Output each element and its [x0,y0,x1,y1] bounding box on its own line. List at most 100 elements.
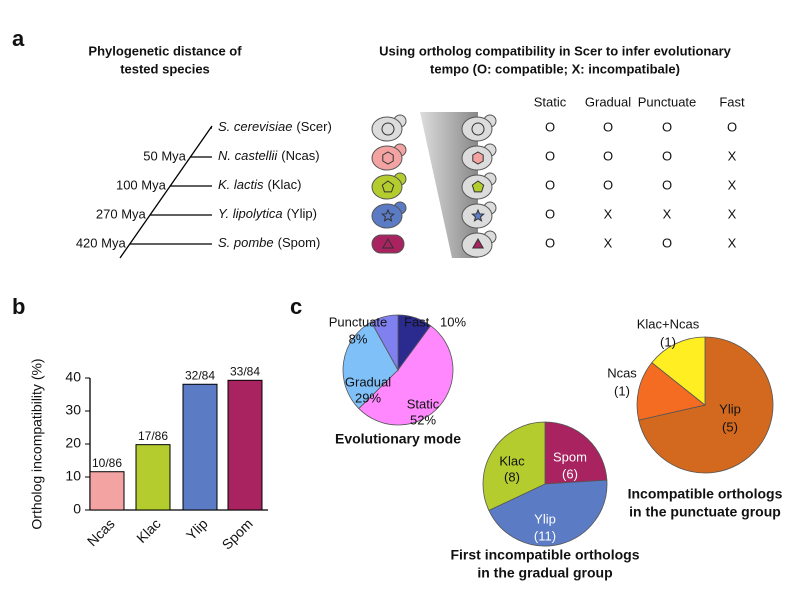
bar [135,444,171,511]
slice-category-label: Static [407,396,440,411]
bar-value-label: 33/84 [230,364,260,378]
chart-title: in the punctuate group [629,504,781,520]
organelle-icon [471,208,485,222]
species-label: K. lactis (Klac) [218,177,301,192]
y-tick-label: 10 [65,468,81,484]
slice-value-label: (8) [504,469,520,484]
table-cell: O [662,177,672,192]
y-tick-label: 30 [65,402,81,418]
slice-value-label: 52% [410,412,436,427]
bar [182,383,218,511]
bar-value-label: 17/86 [138,429,168,443]
column-header: Gradual [585,94,631,109]
panel-label: b [12,294,25,319]
table-cell: X [604,206,613,221]
table-cell: X [728,177,737,192]
table-cell: X [728,235,737,250]
cell-body [371,203,403,229]
x-tick-label: Ylip [183,515,211,543]
species-name: S. pombe [218,235,274,250]
table-cell: X [663,206,672,221]
table-cell: O [603,148,613,163]
species-label: N. castellii (Ncas) [218,148,320,163]
slice-category-label: Ylip [534,511,556,526]
slice-category-label: Punctuate [329,314,388,329]
panel-label: a [12,26,25,51]
table-cell: O [545,177,555,192]
species-label: S. cerevisiae (Scer) [218,119,332,134]
slice-category-label: Klac+Ncas [637,316,700,331]
slice-value-label: 29% [355,390,381,405]
table-cell: O [603,119,613,134]
pie-slice [482,421,546,511]
slice-value-label: (11) [534,528,556,543]
species-name: S. cerevisiae [218,119,292,134]
pie-slice [651,336,706,406]
chart-title: Incompatible orthologs [628,486,783,502]
slice-category-label: Gradual [345,374,391,389]
slice-category-label: Fast [404,314,430,329]
slice-value-label: 8% [349,331,368,346]
table-cell: O [545,235,555,250]
slice-category-label: Spom [553,449,587,464]
table-cell: X [728,148,737,163]
species-name: Y. lipolytica [218,206,283,221]
organelle-icon [472,151,484,165]
slice-category-label: Ylip [719,401,741,416]
organelle-icon [382,151,394,165]
table-cell: X [604,235,613,250]
y-tick-label: 0 [73,501,81,517]
species-abbr: (Ylip) [287,206,317,221]
pie-slice [342,321,399,410]
x-tick-label: Klac [133,515,164,546]
column-header: Punctuate [638,94,697,109]
table-cell: O [662,148,672,163]
pie-slice [370,314,399,372]
section-title: tested species [120,61,210,76]
chart-title: First incompatible orthologs [450,547,639,563]
pie-slice [638,336,774,474]
pie-slice [636,362,706,421]
tree-trunk [119,125,213,259]
table-cell: X [728,206,737,221]
species-name: N. castellii [218,148,278,163]
table-cell: O [662,119,672,134]
bar [89,471,125,511]
cell-body [371,174,403,200]
species-abbr: (Spom) [278,235,321,250]
organelle-icon [381,180,395,193]
x-tick-label: Ncas [84,515,118,549]
section-title: Phylogenetic distance of [88,43,242,58]
age-label: 270 Mya [96,206,147,221]
age-label: 50 Mya [143,148,186,163]
species-abbr: (Ncas) [281,148,319,163]
organelle-icon [471,180,485,193]
age-label: 100 Mya [116,177,167,192]
chart-title: in the gradual group [477,565,612,581]
table-cell: O [545,206,555,221]
slice-value-label: (6) [562,466,578,481]
y-axis-label: Ortholog incompatibility (%) [29,358,45,529]
organelle-icon [471,238,485,249]
table-cell: O [662,235,672,250]
section-title: Using ortholog compatibility in Scer to … [379,43,732,58]
table-cell: O [545,148,555,163]
x-tick-label: Spom [219,515,256,552]
y-tick-label: 40 [65,369,81,385]
slice-category-label: Klac [499,453,525,468]
species-abbr: (Klac) [268,177,302,192]
table-cell: O [727,119,737,134]
pie-slice [544,421,608,485]
table-cell: O [603,177,613,192]
cell-body [371,145,403,171]
pie-slice [358,325,454,426]
organelle-icon [381,238,395,249]
y-tick-label: 20 [65,435,81,451]
slice-value-label: (1) [614,383,630,398]
slice-value-label: 10% [440,314,466,329]
cell-body [371,234,405,254]
slice-value-label: (1) [660,334,676,349]
organelle-icon [381,208,395,222]
panel-label: c [290,294,302,319]
